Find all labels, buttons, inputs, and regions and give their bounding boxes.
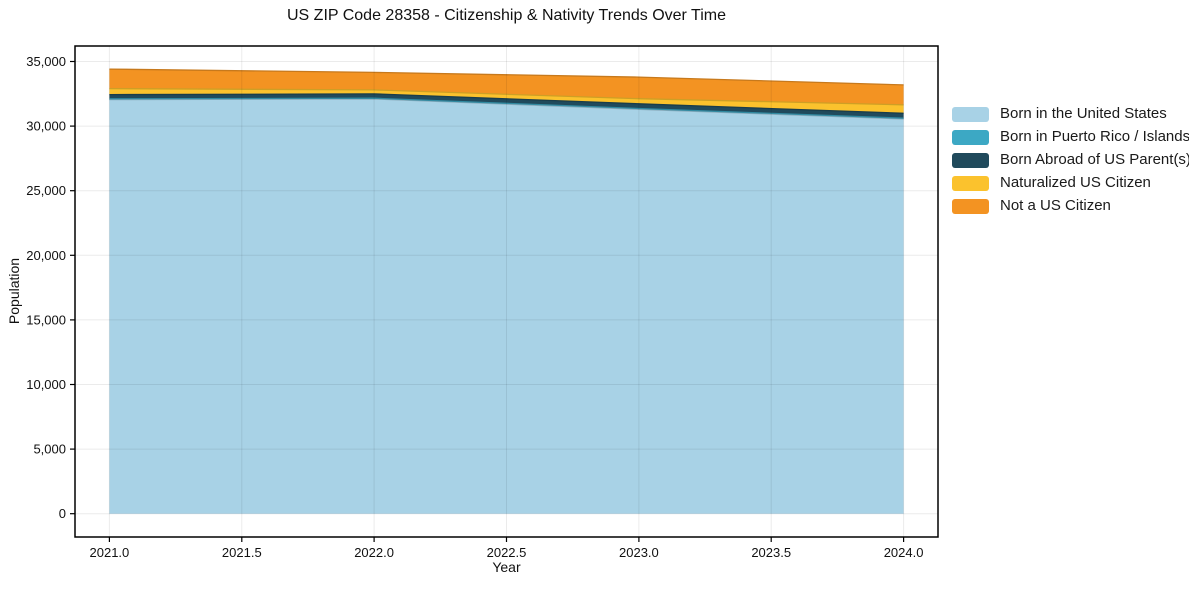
y-tick-label: 35,000 — [26, 54, 66, 69]
legend-label: Born in Puerto Rico / Islands — [1000, 128, 1189, 145]
legend-item-born-in-puerto-rico-islands: Born in Puerto Rico / Islands — [952, 129, 1189, 145]
x-tick-label: 2023.0 — [619, 545, 659, 560]
x-tick-label: 2023.5 — [751, 545, 791, 560]
legend-swatch — [952, 175, 989, 191]
legend-swatch — [952, 198, 989, 214]
x-tick-label: 2022.5 — [487, 545, 527, 560]
legend-label: Born in the United States — [1000, 105, 1167, 122]
legend-swatch — [952, 106, 989, 122]
area-edge-born-in-puerto-rico-islands — [109, 97, 904, 119]
area-naturalized-us-citizen — [109, 88, 904, 114]
grid-lines — [75, 46, 938, 537]
x-axis-label: Year — [492, 559, 521, 575]
x-tick-label: 2022.0 — [354, 545, 394, 560]
y-tick-label: 10,000 — [26, 377, 66, 392]
legend: Born in the United States Born in Puerto … — [952, 106, 1189, 214]
stacked-areas — [109, 69, 904, 514]
y-tick-label: 15,000 — [26, 312, 66, 327]
legend-label: Not a US Citizen — [1000, 197, 1111, 214]
y-tick-label: 25,000 — [26, 183, 66, 198]
area-edge-not-a-us-citizen — [109, 68, 904, 86]
chart-title: US ZIP Code 28358 - Citizenship & Nativi… — [287, 7, 726, 24]
area-edge-born-abroad-of-us-parent-s — [109, 93, 904, 114]
area-edge-naturalized-us-citizen — [109, 87, 904, 106]
legend-label: Born Abroad of US Parent(s) — [1000, 151, 1189, 168]
area-born-abroad-of-us-parent-s — [109, 93, 904, 119]
y-tick-label: 30,000 — [26, 119, 66, 134]
area-not-a-us-citizen — [109, 69, 904, 105]
legend-item-born-in-the-united-states: Born in the United States — [952, 106, 1189, 122]
legend-label: Naturalized US Citizen — [1000, 174, 1151, 191]
legend-item-born-abroad-of-us-parent-s: Born Abroad of US Parent(s) — [952, 152, 1189, 168]
area-born-in-the-united-states — [109, 99, 904, 514]
y-tick-label: 20,000 — [26, 248, 66, 263]
legend-item-naturalized-us-citizen: Naturalized US Citizen — [952, 175, 1189, 191]
area-edge-born-in-the-united-states — [109, 98, 904, 120]
legend-item-not-a-us-citizen: Not a US Citizen — [952, 198, 1189, 214]
axis-ticks: 0 5,000 10,000 15,000 20,000 25,000 30,000 35,0… — [26, 54, 923, 560]
legend-swatch — [952, 129, 989, 145]
legend-swatch — [952, 152, 989, 168]
x-tick-label: 2024.0 — [884, 545, 924, 560]
y-tick-label: 5,000 — [33, 442, 66, 457]
x-tick-label: 2021.5 — [222, 545, 262, 560]
stacked-area-edges — [109, 68, 904, 120]
x-tick-label: 2021.0 — [90, 545, 130, 560]
y-tick-label: 0 — [59, 506, 66, 521]
y-axis-label: Population — [6, 257, 22, 325]
